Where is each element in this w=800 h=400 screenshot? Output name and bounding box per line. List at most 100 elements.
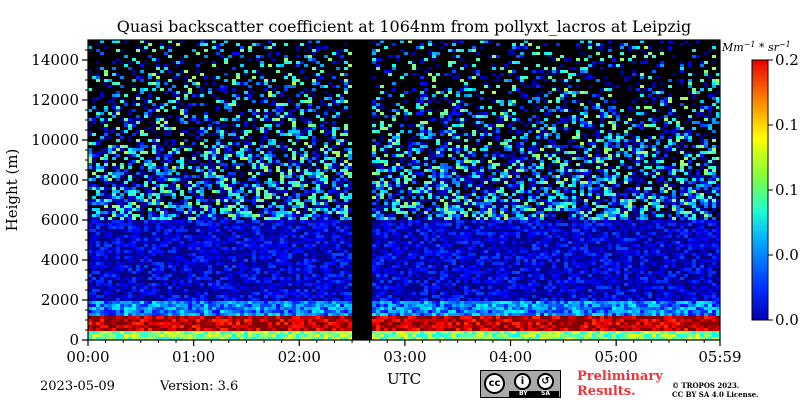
heatmap-cell [592, 226, 596, 229]
heatmap-cell [444, 187, 448, 190]
heatmap-cell [280, 205, 284, 208]
heatmap-cell [232, 178, 236, 181]
heatmap-cell [716, 73, 720, 76]
heatmap-cell [560, 148, 564, 151]
heatmap-cell [304, 88, 308, 91]
heatmap-cell [168, 184, 172, 187]
heatmap-cell [644, 196, 648, 199]
heatmap-cell [632, 208, 636, 211]
heatmap-cell [484, 187, 488, 190]
heatmap-cell [288, 109, 292, 112]
heatmap-cell [200, 205, 204, 208]
heatmap-cell [588, 187, 592, 190]
heatmap-cell [232, 175, 236, 178]
heatmap-cell [252, 178, 256, 181]
heatmap-cell [640, 196, 644, 199]
heatmap-cell [392, 136, 396, 139]
heatmap-cell [252, 220, 256, 223]
heatmap-cell [568, 166, 572, 169]
heatmap-cell [260, 139, 264, 142]
heatmap-cell [372, 211, 376, 214]
heatmap-cell [676, 79, 680, 82]
heatmap-cell [508, 196, 512, 199]
heatmap-cell [708, 214, 712, 217]
heatmap-cell [684, 223, 688, 226]
heatmap-cell [500, 163, 504, 166]
heatmap-cell [440, 208, 444, 211]
heatmap-cell [180, 40, 184, 43]
heatmap-cell [708, 205, 712, 208]
heatmap-cell [500, 118, 504, 121]
heatmap-cell [256, 58, 260, 61]
heatmap-cell [436, 190, 440, 193]
heatmap-cell [552, 175, 556, 178]
heatmap-cell [700, 220, 704, 223]
heatmap-cell [272, 214, 276, 217]
heatmap-cell [436, 73, 440, 76]
heatmap-cell [128, 190, 132, 193]
heatmap-cell [592, 223, 596, 226]
heatmap-cell [588, 184, 592, 187]
heatmap-cell [152, 181, 156, 184]
heatmap-cell [388, 169, 392, 172]
heatmap-cell [344, 187, 348, 190]
heatmap-cell [344, 226, 348, 229]
heatmap-cell [112, 166, 116, 169]
heatmap-cell [576, 130, 580, 133]
heatmap-cell [556, 199, 560, 202]
heatmap-cell [552, 220, 556, 223]
heatmap-cell [156, 148, 160, 151]
chart-title: Quasi backscatter coefficient at 1064nm … [117, 17, 691, 36]
heatmap-cell [420, 94, 424, 97]
heatmap-cell [340, 211, 344, 214]
heatmap-cell [112, 130, 116, 133]
heatmap-cell [616, 193, 620, 196]
heatmap-cell [520, 55, 524, 58]
heatmap-cell [428, 220, 432, 223]
heatmap-cell [416, 103, 420, 106]
heatmap-cell [380, 196, 384, 199]
heatmap-cell [204, 175, 208, 178]
heatmap-cell [716, 226, 720, 229]
heatmap-cell [256, 178, 260, 181]
heatmap-cell [544, 220, 548, 223]
heatmap-cell [156, 169, 160, 172]
heatmap-cell [552, 151, 556, 154]
heatmap-cell [280, 217, 284, 220]
heatmap-cell [508, 172, 512, 175]
heatmap-cell [708, 202, 712, 205]
heatmap-cell [328, 139, 332, 142]
heatmap-cell [436, 223, 440, 226]
heatmap-cell [436, 166, 440, 169]
heatmap-cell [264, 115, 268, 118]
heatmap-cell [416, 100, 420, 103]
heatmap-cell [232, 166, 236, 169]
heatmap-cell [340, 139, 344, 142]
heatmap-cell [212, 229, 216, 232]
heatmap-cell [92, 154, 96, 157]
heatmap-cell [560, 166, 564, 169]
heatmap-cell [692, 187, 696, 190]
heatmap-cell [496, 130, 500, 133]
heatmap-cell [196, 64, 200, 67]
heatmap-cell [320, 151, 324, 154]
heatmap-cell [716, 211, 720, 214]
heatmap-cell [284, 55, 288, 58]
heatmap-cell [184, 112, 188, 115]
heatmap-cell [508, 187, 512, 190]
heatmap-cell [412, 223, 416, 226]
heatmap-cell [484, 178, 488, 181]
heatmap-cell [216, 133, 220, 136]
heatmap-cell [204, 76, 208, 79]
heatmap-cell [496, 220, 500, 223]
heatmap-cell [528, 190, 532, 193]
heatmap-cell [644, 52, 648, 55]
heatmap-cell [336, 85, 340, 88]
heatmap-cell [240, 172, 244, 175]
heatmap-cell [616, 172, 620, 175]
heatmap-cell [172, 184, 176, 187]
heatmap-cell [212, 208, 216, 211]
heatmap-cell [144, 88, 148, 91]
heatmap-cell [460, 205, 464, 208]
heatmap-cell [160, 229, 164, 232]
